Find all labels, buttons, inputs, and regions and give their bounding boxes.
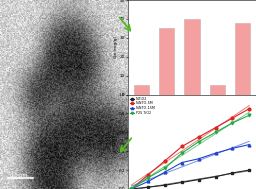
P25 TiO2 [231,122,234,124]
Line: N-NTO-5M: N-NTO-5M [130,107,251,189]
N-TiO2 [130,188,133,189]
P25 TiO2 [248,114,251,116]
N-TiO2 [180,181,184,184]
N-NTO-5M [130,188,133,189]
Bar [159,28,174,94]
N-NTO-15M [164,171,167,173]
P25 TiO2 [197,141,200,143]
N-NTO-15M [180,161,184,164]
N-NTO-5M [180,145,184,148]
Bar [184,19,200,95]
N-TiO2 [164,184,167,186]
Y-axis label: Qe (mg/g): Qe (mg/g) [114,36,118,58]
Bar [210,85,225,94]
Line: P25 TiO2: P25 TiO2 [130,114,251,189]
P25 TiO2 [130,188,133,189]
P25 TiO2 [214,131,217,133]
N-NTO-5M [214,126,217,129]
N-TiO2 [231,172,234,174]
N-TiO2 [147,186,150,188]
N-TiO2 [214,176,217,178]
N-NTO-15M [248,143,251,146]
P25 TiO2 [180,152,184,154]
N-NTO-15M [214,152,217,154]
Bar [235,23,250,94]
N-NTO-15M [197,158,200,160]
N-NTO-15M [147,180,150,183]
N-TiO2 [197,178,200,181]
P25 TiO2 [147,177,150,179]
Y-axis label: ln(C0/C): ln(C0/C) [113,133,117,151]
N-NTO-5M [197,136,200,138]
Line: N-TiO2: N-TiO2 [130,169,251,189]
N-TiO2 [248,169,251,171]
P25 TiO2 [164,167,167,169]
X-axis label: Samples: Samples [183,118,201,122]
N-NTO-5M [164,160,167,162]
N-NTO-5M [248,108,251,110]
N-NTO-15M [130,188,133,189]
N-NTO-15M [231,147,234,149]
Text: 0.5 μm: 0.5 μm [10,173,27,178]
Legend: N-TiO2, N-NTO-5M, N-NTO-15M, P25 TiO2: N-TiO2, N-NTO-5M, N-NTO-15M, P25 TiO2 [130,96,156,115]
Line: N-NTO-15M: N-NTO-15M [130,143,251,189]
N-NTO-5M [231,117,234,119]
Bar [134,85,149,94]
N-NTO-5M [147,174,150,176]
